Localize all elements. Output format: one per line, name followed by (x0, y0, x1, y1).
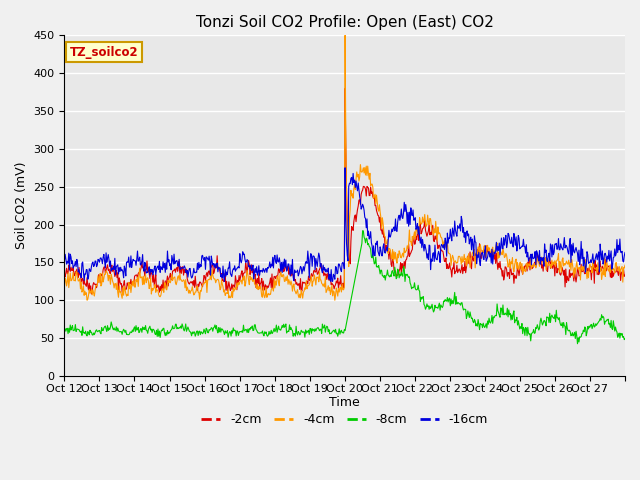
Line: -4cm: -4cm (65, 36, 625, 300)
X-axis label: Time: Time (330, 396, 360, 409)
-2cm (404, 253, 412, 259)
Legend: -2cm, -4cm, -8cm, -16cm: -2cm, -4cm, -8cm, -16cm (196, 408, 493, 431)
-8cm (278, 323, 286, 328)
Line: -16cm: -16cm (65, 168, 625, 281)
-16cm (230, 266, 238, 272)
-2cm (341, 85, 349, 91)
-4cm (127, 289, 135, 295)
-8cm (621, 336, 629, 342)
Line: -2cm: -2cm (65, 88, 625, 294)
-8cm (403, 271, 411, 277)
-2cm (258, 276, 266, 281)
-4cm (61, 284, 68, 290)
Text: TZ_soilco2: TZ_soilco2 (70, 46, 139, 59)
-16cm (435, 252, 443, 257)
-2cm (88, 291, 95, 297)
-8cm (257, 330, 265, 336)
-16cm (258, 267, 266, 273)
-16cm (126, 264, 134, 270)
-16cm (341, 165, 349, 171)
-8cm (126, 329, 134, 335)
-2cm (621, 272, 629, 278)
-8cm (435, 303, 442, 309)
-2cm (61, 273, 68, 278)
Line: -8cm: -8cm (65, 231, 625, 344)
-2cm (435, 242, 443, 248)
-8cm (359, 228, 367, 234)
-2cm (230, 282, 238, 288)
-4cm (230, 288, 238, 294)
-4cm (279, 272, 287, 277)
-16cm (279, 259, 287, 265)
-2cm (279, 263, 287, 269)
-4cm (435, 230, 443, 236)
-4cm (258, 293, 266, 299)
-16cm (404, 209, 412, 215)
-16cm (221, 278, 228, 284)
-4cm (621, 263, 629, 268)
Y-axis label: Soil CO2 (mV): Soil CO2 (mV) (15, 162, 28, 250)
-16cm (621, 250, 629, 255)
-8cm (229, 325, 237, 331)
-2cm (127, 276, 135, 282)
Title: Tonzi Soil CO2 Profile: Open (East) CO2: Tonzi Soil CO2 Profile: Open (East) CO2 (196, 15, 493, 30)
-8cm (61, 327, 68, 333)
-8cm (573, 341, 581, 347)
-16cm (61, 258, 68, 264)
-4cm (404, 246, 412, 252)
-4cm (83, 297, 91, 303)
-4cm (341, 33, 349, 38)
